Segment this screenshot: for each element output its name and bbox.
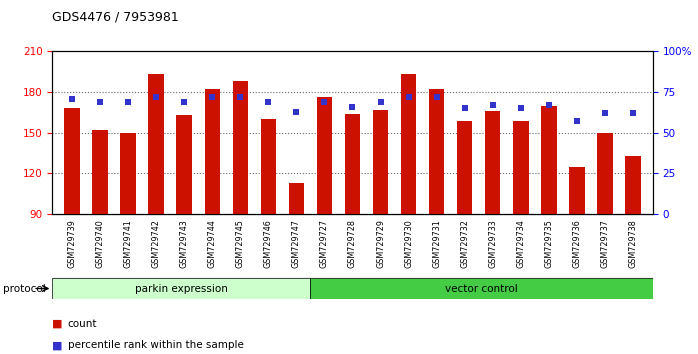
Bar (205, 89, 220, 214)
Bar (373, 110, 388, 214)
Text: GSM729743: GSM729743 (179, 219, 188, 268)
Text: parkin expression: parkin expression (135, 284, 228, 293)
Bar (485, 111, 500, 214)
Text: GDS4476 / 7953981: GDS4476 / 7953981 (52, 11, 179, 24)
Text: GSM729741: GSM729741 (124, 219, 133, 268)
Bar (92, 130, 107, 214)
Text: GSM729733: GSM729733 (488, 219, 497, 268)
Text: ■: ■ (52, 340, 63, 350)
Text: GSM729738: GSM729738 (628, 219, 637, 268)
Text: GSM729747: GSM729747 (292, 219, 301, 268)
Text: GSM729731: GSM729731 (432, 219, 441, 268)
Text: GSM729739: GSM729739 (68, 219, 77, 268)
Bar (457, 120, 473, 214)
Bar (52, 278, 310, 299)
Text: GSM729727: GSM729727 (320, 219, 329, 268)
Text: GSM729732: GSM729732 (460, 219, 469, 268)
Bar (597, 133, 613, 214)
Text: GSM729742: GSM729742 (151, 219, 161, 268)
Text: GSM729745: GSM729745 (236, 219, 245, 268)
Bar (345, 114, 360, 214)
Text: GSM729730: GSM729730 (404, 219, 413, 268)
Text: GSM729728: GSM729728 (348, 219, 357, 268)
Bar (401, 74, 416, 214)
Text: GSM729729: GSM729729 (376, 219, 385, 268)
Bar (289, 183, 304, 214)
Bar (64, 108, 80, 214)
Text: vector control: vector control (445, 284, 517, 293)
Bar (177, 115, 192, 214)
Text: GSM729735: GSM729735 (544, 219, 554, 268)
Text: ■: ■ (52, 319, 63, 329)
Bar (513, 120, 528, 214)
Text: GSM729740: GSM729740 (96, 219, 105, 268)
Bar (310, 278, 653, 299)
Bar (625, 156, 641, 214)
Bar (149, 74, 164, 214)
Bar (120, 133, 136, 214)
Text: percentile rank within the sample: percentile rank within the sample (68, 340, 244, 350)
Bar (260, 119, 276, 214)
Bar (541, 105, 556, 214)
Text: protocol: protocol (3, 284, 46, 293)
Text: GSM729737: GSM729737 (600, 219, 609, 268)
Bar (569, 167, 585, 214)
Text: GSM729736: GSM729736 (572, 219, 581, 268)
Bar (317, 97, 332, 214)
Bar (429, 89, 445, 214)
Bar (232, 81, 248, 214)
Text: GSM729734: GSM729734 (517, 219, 526, 268)
Text: GSM729744: GSM729744 (208, 219, 217, 268)
Text: count: count (68, 319, 97, 329)
Text: GSM729746: GSM729746 (264, 219, 273, 268)
